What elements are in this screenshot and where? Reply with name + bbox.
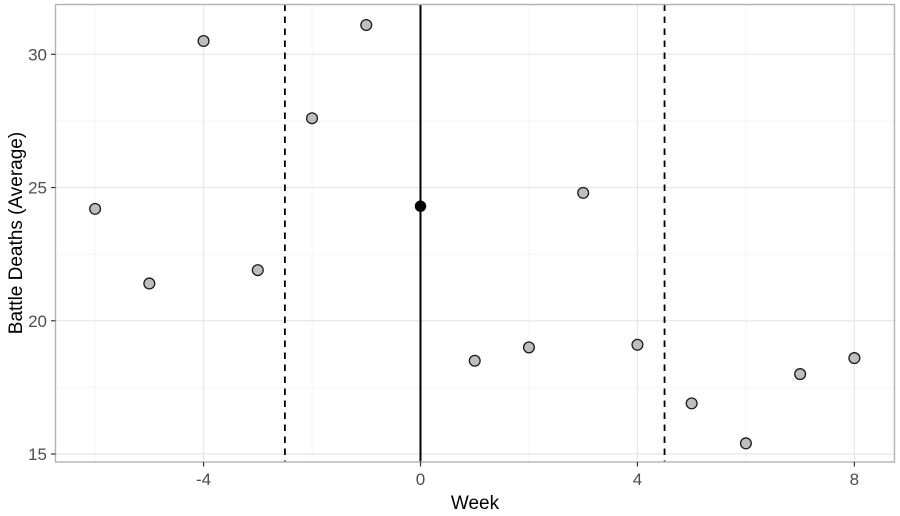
data-point-treatment <box>414 200 427 212</box>
data-point <box>468 354 481 367</box>
axis-tick-marks <box>51 53 855 467</box>
data-point <box>739 437 752 450</box>
y-tick-label: 20 <box>28 312 47 331</box>
data-point <box>360 18 373 32</box>
x-axis-title: Week <box>451 493 500 514</box>
data-point <box>631 338 644 351</box>
data-point <box>143 277 156 290</box>
y-axis-tick-labels: 15 20 25 30 <box>28 45 47 464</box>
data-point <box>251 264 264 277</box>
y-axis-title: Battle Deaths (Average) <box>6 132 27 334</box>
x-tick-label: 8 <box>850 470 859 489</box>
data-point <box>197 34 210 48</box>
x-tick-label: -4 <box>196 470 211 489</box>
reference-lines <box>284 4 666 462</box>
panel-border <box>54 3 896 463</box>
data-points <box>89 18 861 450</box>
x-axis-tick-labels: -4 0 4 8 <box>196 470 859 489</box>
y-tick-label: 30 <box>28 45 47 64</box>
x-tick-label: 0 <box>416 470 425 489</box>
data-point <box>685 397 698 410</box>
x-tick-label: 4 <box>633 470 642 489</box>
data-point <box>848 352 861 365</box>
data-point <box>794 368 807 381</box>
y-tick-label: 25 <box>28 179 47 198</box>
plot-panel <box>55 4 895 462</box>
data-point <box>522 341 536 354</box>
y-tick-label: 15 <box>28 445 47 464</box>
data-point <box>89 202 102 215</box>
minor-gridlines <box>55 4 895 462</box>
major-gridlines <box>55 4 895 462</box>
data-point <box>577 186 590 199</box>
data-point <box>305 112 319 125</box>
